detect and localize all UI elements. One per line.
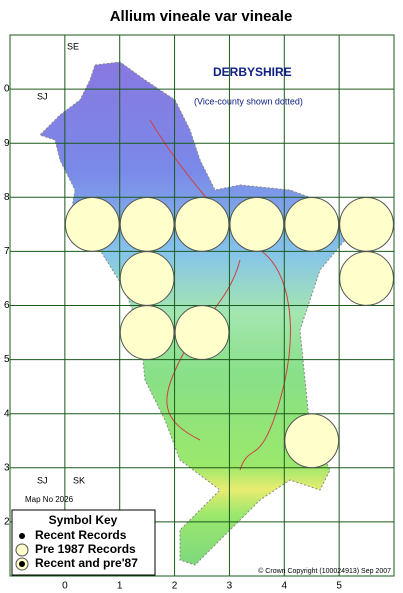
- x-tick-label: 0: [62, 581, 68, 592]
- y-tick-label: 3: [4, 462, 10, 473]
- key-item: Pre 1987 Records: [35, 542, 136, 556]
- pre-1987-record: [64, 196, 120, 252]
- x-tick-label: 3: [227, 581, 233, 592]
- title: Allium vineale var vineale: [110, 8, 293, 25]
- key-symbol: [19, 561, 25, 567]
- county-name: DERBYSHIRE: [213, 65, 292, 79]
- y-tick-label: 6: [4, 300, 10, 311]
- x-tick-label: 2: [172, 581, 178, 592]
- pre-1987-record: [174, 196, 230, 252]
- key-box: [11, 509, 156, 576]
- key-item: Recent Records: [35, 528, 127, 542]
- pre-1987-record: [119, 305, 175, 360]
- y-tick-label: 0: [4, 84, 10, 95]
- pre-1987-record: [339, 251, 394, 306]
- pre-1987-record: [174, 305, 230, 360]
- x-tick-label: 4: [282, 581, 288, 592]
- key-item: Recent and pre'87: [35, 556, 138, 570]
- grid-square-label: SJ: [37, 475, 48, 485]
- pre-1987-record: [229, 196, 285, 252]
- y-tick-label: 4: [4, 408, 10, 419]
- grid-square-label: SE: [67, 41, 79, 51]
- y-tick-label: 7: [4, 246, 10, 257]
- y-tick-label: 2: [4, 517, 10, 528]
- pre-1987-record: [339, 196, 394, 252]
- x-tick-label: 1: [117, 581, 123, 592]
- map-number: Map No 2026: [25, 495, 74, 504]
- county-note: (Vice-county shown dotted): [194, 96, 303, 106]
- pre-1987-record: [284, 413, 340, 469]
- grid-square-label: SJ: [37, 91, 48, 101]
- pre-1987-record: [119, 251, 175, 306]
- symbol-key: Symbol Key Recent Records Pre 1987 Recor…: [11, 509, 156, 576]
- grid-square-label: SK: [73, 475, 85, 485]
- pre-1987-record: [284, 196, 340, 252]
- key-symbol: [15, 543, 29, 557]
- river: [149, 119, 291, 471]
- key-title: Symbol Key: [49, 513, 118, 527]
- copyright: © Crown Copyright (100024913) Sep 2007: [258, 567, 391, 575]
- y-tick-label: 9: [4, 138, 10, 149]
- x-tick-label: 5: [336, 581, 342, 592]
- y-tick-label: 8: [4, 192, 10, 203]
- pre-1987-record: [119, 196, 175, 252]
- key-symbol: [19, 533, 25, 539]
- y-tick-label: 5: [4, 354, 10, 365]
